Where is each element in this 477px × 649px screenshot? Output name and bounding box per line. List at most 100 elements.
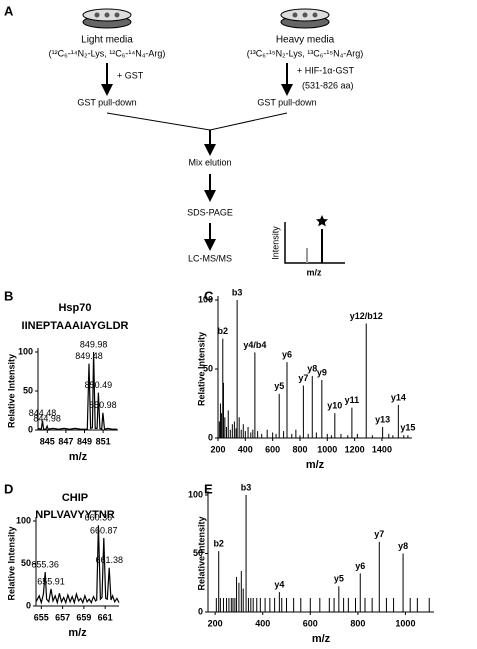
step: Mix elution <box>188 157 231 167</box>
y-tick-label: 50 <box>203 363 213 373</box>
panel-label: D <box>4 481 13 496</box>
y-tick-label: 100 <box>18 346 33 356</box>
inset: Intensity m/z <box>270 215 345 277</box>
peak-label: 661.38 <box>95 555 123 565</box>
x-axis-label: m/z <box>306 459 325 471</box>
peak-label: y4/b4 <box>243 340 266 350</box>
light-treatment: + GST <box>117 70 144 80</box>
x-tick-label: 600 <box>265 444 280 454</box>
y-axis-label: Relative Intensity <box>196 332 206 406</box>
y-axis-label: Relative Intensity <box>6 526 16 600</box>
y-tick-label: 50 <box>21 558 31 568</box>
peak-label: 849.98 <box>80 339 108 349</box>
x-tick-label: 847 <box>58 436 73 446</box>
peak-label: y8 <box>398 541 408 551</box>
peak-label: 844.48 <box>29 408 57 418</box>
peak-label: y7 <box>298 373 308 383</box>
y-axis-label: Relative Intensity <box>196 516 206 590</box>
x-tick-label: 800 <box>350 618 365 628</box>
peak-label: y10 <box>327 401 342 411</box>
heavy-title: Heavy media <box>276 35 335 46</box>
spectra: B Hsp70 IINEPTAAAIAYGLDR Relative Intensity… <box>4 287 434 645</box>
x-tick-label: 657 <box>55 612 70 622</box>
x-axis-label: m/z <box>68 627 87 639</box>
peak-label: 850.98 <box>89 400 117 410</box>
peak-label: 849.48 <box>75 351 103 361</box>
y-tick-label: 0 <box>28 424 33 434</box>
y-tick-label: 50 <box>23 385 33 395</box>
y-tick-label: 100 <box>16 515 31 525</box>
x-tick-label: 1000 <box>395 618 415 628</box>
inset-y-label: Intensity <box>270 226 280 260</box>
dish-light <box>82 8 132 29</box>
merge-lines <box>106 112 288 131</box>
peak-label: b2 <box>218 326 229 336</box>
peak-label: 655.36 <box>31 559 59 569</box>
x-tick-label: 659 <box>76 612 91 622</box>
y-tick-label: 100 <box>188 489 203 499</box>
x-tick-label: 200 <box>210 444 225 454</box>
x-tick-label: 849 <box>77 436 92 446</box>
chart-title: Hsp70 <box>58 302 91 314</box>
peak-label: y9 <box>317 367 327 377</box>
x-tick-label: 655 <box>34 612 49 622</box>
panel-a: A Light media (¹²C₆-¹⁴N₂-Lys, ¹²C₆-¹⁴N₄-… <box>4 3 363 277</box>
x-tick-label: 400 <box>255 618 270 628</box>
x-tick-label: 600 <box>303 618 318 628</box>
x-tick-label: 1400 <box>372 444 392 454</box>
step: SDS-PAGE <box>187 207 233 217</box>
light-title: Light media <box>81 35 133 46</box>
y-tick-label: 0 <box>198 606 203 616</box>
heavy-treatment: + HIF-1α-GST <box>297 65 354 75</box>
chart-subtitle: IINEPTAAAIAYGLDR <box>22 320 129 332</box>
spectrum-line <box>35 525 120 605</box>
peak-label: b2 <box>213 539 224 549</box>
peak-label: y7 <box>374 529 384 539</box>
x-axis-label: m/z <box>312 633 331 645</box>
x-axis-label: m/z <box>69 451 88 463</box>
peak-label: y8 <box>307 363 317 373</box>
peak-label: y15 <box>400 423 415 433</box>
y-axis-label: Relative Intensity <box>6 354 16 428</box>
panel-label: B <box>4 288 13 303</box>
peak-label: y6 <box>355 561 365 571</box>
dish-heavy <box>280 8 330 29</box>
peak-label: 660.36 <box>85 513 113 523</box>
y-tick-label: 50 <box>193 548 203 558</box>
inset-x-label: m/z <box>306 267 322 277</box>
peak-label: y11 <box>345 395 360 405</box>
light-step: GST pull-down <box>77 97 136 107</box>
panel-label: C <box>204 288 214 303</box>
peak-label: y12/b12 <box>350 311 383 321</box>
peak-label: 850.49 <box>85 380 113 390</box>
peak-label: 660.87 <box>90 525 118 535</box>
heavy-step: GST pull-down <box>257 97 316 107</box>
y-tick-label: 0 <box>26 600 31 610</box>
peak-label: y13 <box>375 414 390 424</box>
peak-label: y14 <box>391 392 406 402</box>
peak-label: y6 <box>282 349 292 359</box>
x-tick-label: 845 <box>40 436 55 446</box>
y-tick-label: 0 <box>208 432 213 442</box>
chart-title: CHIP <box>62 492 88 504</box>
heavy-treatment-note: (531-826 aa) <box>302 80 354 90</box>
x-tick-label: 800 <box>292 444 307 454</box>
peak-label: 844.98 <box>33 413 61 423</box>
chart-subtitle: NPLVAVYYTNR <box>35 509 115 521</box>
peak-label: b3 <box>241 482 252 492</box>
peak-label: y5 <box>334 574 344 584</box>
x-tick-label: 1200 <box>345 444 365 454</box>
x-tick-label: 1000 <box>317 444 337 454</box>
heavy-formula: (¹³C₆-¹⁵N₂-Lys, ¹³C₆-¹⁵N₄-Arg) <box>247 48 364 58</box>
x-tick-label: 851 <box>96 436 111 446</box>
step: LC-MS/MS <box>188 253 232 263</box>
peak-label: b3 <box>232 287 243 297</box>
x-tick-label: 400 <box>238 444 253 454</box>
light-formula: (¹²C₆-¹⁴N₂-Lys, ¹²C₆-¹⁴N₄-Arg) <box>49 48 166 58</box>
peak-label: 655.91 <box>37 576 65 586</box>
x-tick-label: 200 <box>208 618 223 628</box>
panel-label: A <box>4 3 14 18</box>
peak-label: y5 <box>274 381 284 391</box>
y-tick-label: 100 <box>198 294 213 304</box>
